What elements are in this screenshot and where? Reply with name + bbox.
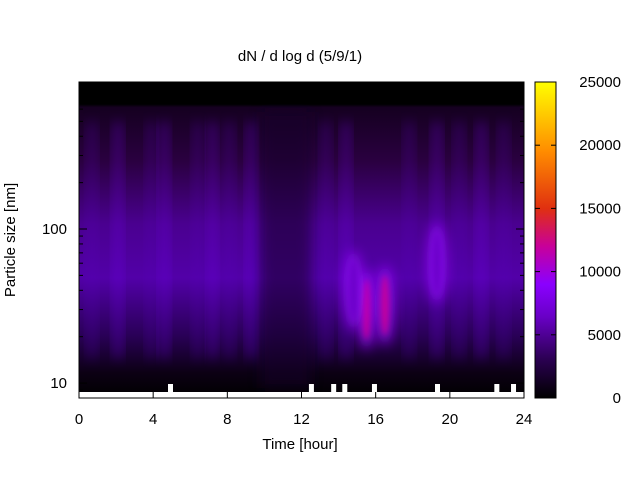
x-tick-label: 12 bbox=[293, 411, 310, 428]
x-tick-label: 0 bbox=[75, 411, 83, 428]
colorbar-tick-label: 0 bbox=[613, 390, 621, 407]
no-data-bar bbox=[494, 384, 500, 394]
heatmap-streak bbox=[208, 122, 217, 358]
heatmap-streak bbox=[455, 122, 464, 358]
x-axis-title: Time [hour] bbox=[262, 436, 337, 453]
chart-title: dN / d log d (5/9/1) bbox=[238, 48, 362, 65]
colorbar-tick-label: 20000 bbox=[579, 137, 621, 154]
heatmap-streak bbox=[477, 122, 486, 358]
heatmap-hotspots bbox=[343, 223, 447, 350]
colorbar-tick-label: 5000 bbox=[588, 327, 621, 344]
heatmap-streak bbox=[499, 122, 508, 358]
heatmap-dim-band bbox=[260, 112, 311, 388]
no-data-bar bbox=[342, 384, 348, 394]
no-data-bar bbox=[308, 384, 314, 394]
heatmap-plot bbox=[79, 82, 524, 398]
x-axis: 0 4 8 12 16 20 24 bbox=[75, 82, 533, 428]
heatmap-streak bbox=[321, 122, 330, 358]
x-tick-label: 4 bbox=[149, 411, 157, 428]
y-axis-title: Particle size [nm] bbox=[2, 183, 19, 297]
hotspot bbox=[349, 260, 358, 321]
x-tick-label: 16 bbox=[367, 411, 384, 428]
heatmap-streak bbox=[113, 122, 122, 358]
no-data-bar bbox=[371, 384, 377, 394]
heatmap-streak bbox=[342, 122, 350, 358]
heatmap-streak bbox=[193, 122, 202, 358]
no-data-bar bbox=[168, 384, 173, 394]
heatmap-streak bbox=[247, 122, 256, 358]
x-tick-label: 8 bbox=[223, 411, 231, 428]
heatmap-streak bbox=[160, 122, 169, 358]
no-data-bar bbox=[435, 384, 440, 394]
y-tick-label: 100 bbox=[42, 221, 67, 238]
heatmap-streak bbox=[225, 122, 234, 358]
colorbar-tick-label: 10000 bbox=[579, 264, 621, 281]
y-tick-label: 10 bbox=[50, 375, 67, 392]
y-axis: 10 100 bbox=[42, 81, 524, 399]
x-tick-label: 20 bbox=[441, 411, 458, 428]
heatmap-streak bbox=[147, 122, 156, 358]
colorbar-tick-label: 25000 bbox=[579, 74, 621, 91]
hotspot bbox=[362, 279, 371, 340]
colorbar-tick-label: 15000 bbox=[579, 200, 621, 217]
heatmap-streak bbox=[87, 122, 96, 358]
colorbar-axis: 0 5000 10000 15000 20000 25000 bbox=[535, 74, 621, 407]
heatmap-streaks bbox=[87, 112, 508, 388]
no-data-bar bbox=[511, 384, 517, 394]
colorbar bbox=[534, 81, 557, 399]
x-tick-label: 24 bbox=[516, 411, 533, 428]
hotspot bbox=[432, 233, 441, 294]
hotspot bbox=[380, 275, 389, 336]
no-data-bar bbox=[331, 384, 337, 394]
heatmap-streak bbox=[405, 122, 414, 358]
